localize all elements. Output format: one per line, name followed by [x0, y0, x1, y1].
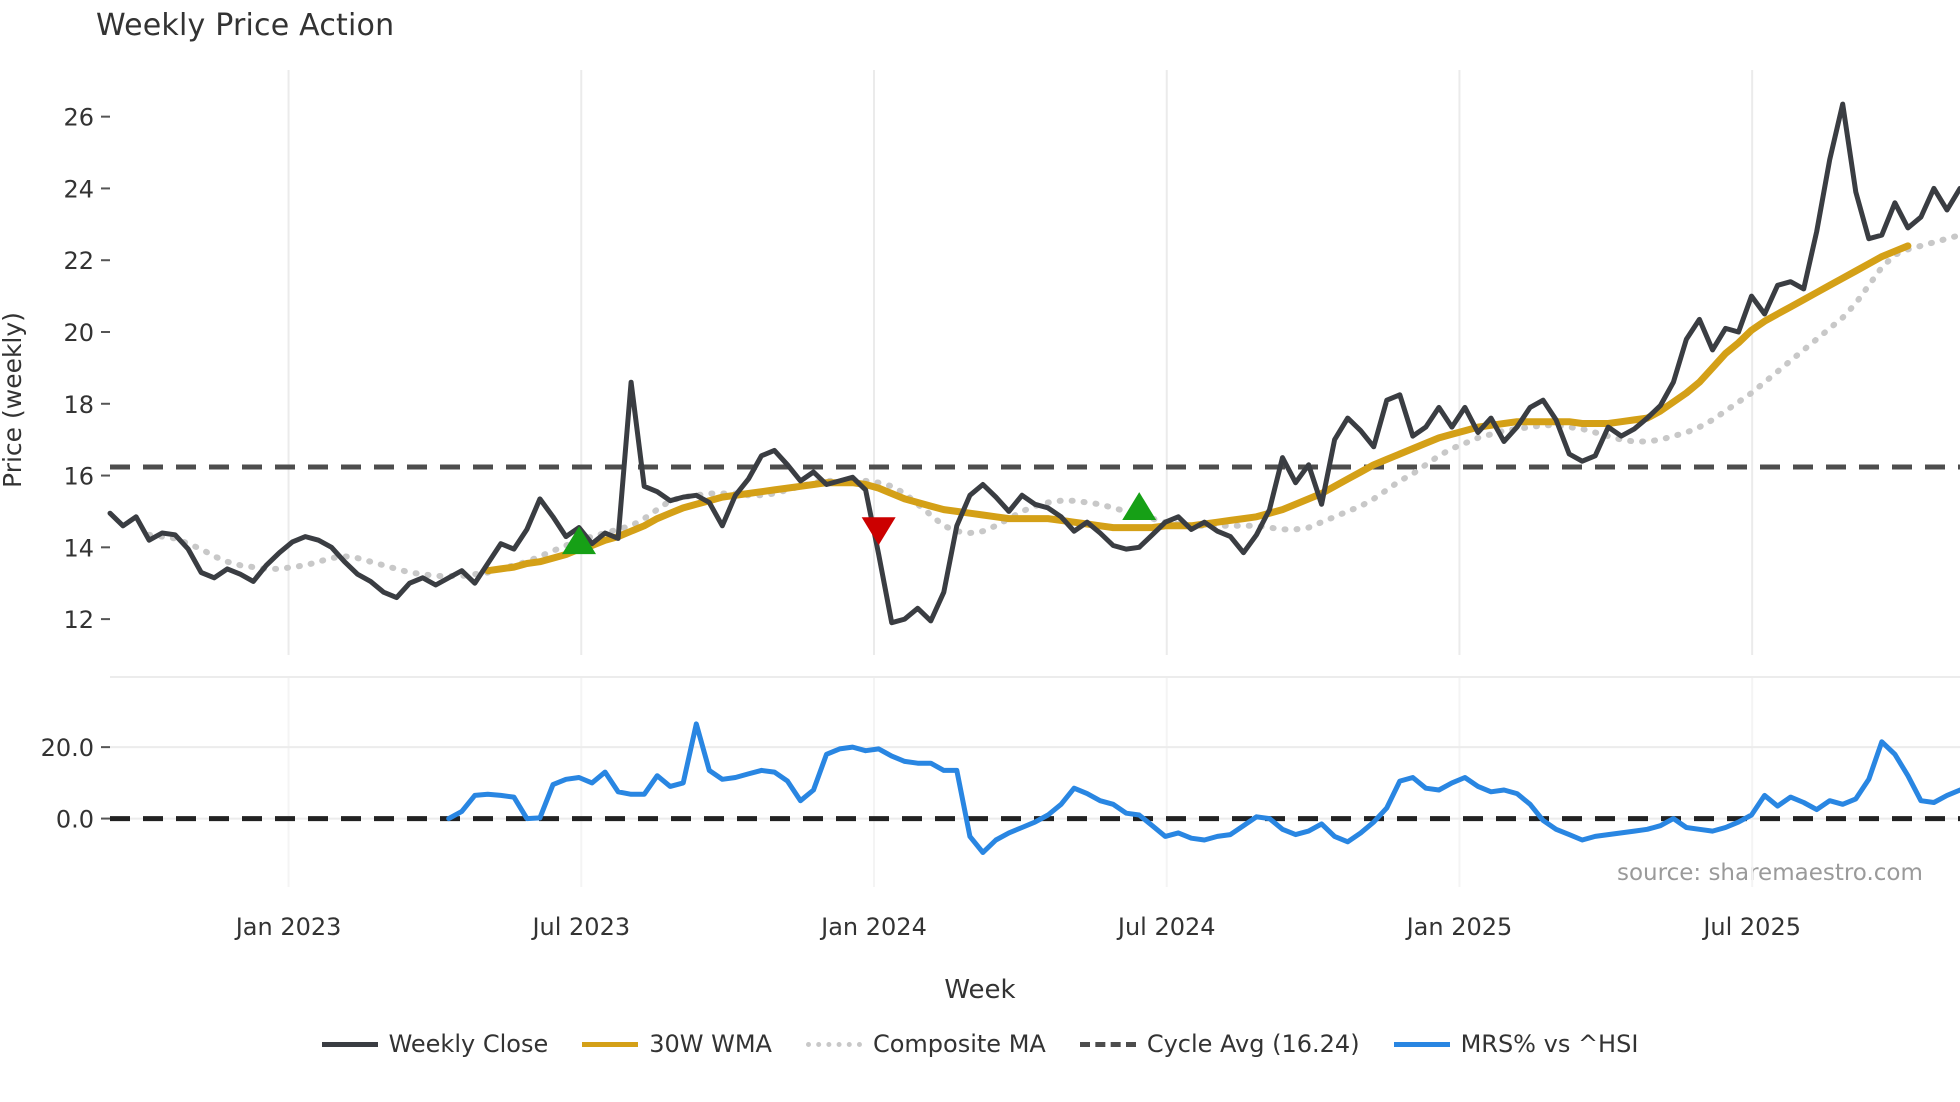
- svg-text:24: 24: [63, 175, 94, 203]
- legend-item-1[interactable]: 30W WMA: [582, 1030, 772, 1058]
- legend-item-2[interactable]: Composite MA: [805, 1030, 1046, 1058]
- legend-item-3[interactable]: Cycle Avg (16.24): [1079, 1030, 1360, 1058]
- legend-label: Composite MA: [872, 1030, 1046, 1058]
- svg-text:0.0: 0.0: [56, 806, 94, 834]
- buy-signal: [1122, 492, 1157, 520]
- legend-label: Weekly Close: [388, 1030, 549, 1058]
- svg-text:14: 14: [63, 534, 94, 562]
- svg-text:18: 18: [63, 391, 94, 419]
- svg-text:Jan 2023: Jan 2023: [234, 913, 342, 941]
- source-attribution: source: sharemaestro.com: [1617, 860, 1923, 886]
- svg-text:20.0: 20.0: [41, 734, 94, 762]
- legend-label: 30W WMA: [649, 1030, 772, 1058]
- svg-text:16: 16: [63, 463, 94, 491]
- legend-label: Cycle Avg (16.24): [1146, 1030, 1360, 1058]
- svg-text:22: 22: [63, 247, 94, 275]
- line-swatch-icon: [1393, 1041, 1450, 1047]
- data-series: [107, 101, 1960, 855]
- line-swatch-icon: [582, 1041, 639, 1047]
- dashed-line-swatch-icon: [1079, 1041, 1136, 1047]
- x-axis-label: Week: [944, 975, 1016, 1005]
- buy-signal: [562, 526, 597, 555]
- chart-title: Weekly Price Action: [96, 8, 395, 43]
- legend-label: MRS% vs ^HSI: [1460, 1030, 1639, 1058]
- svg-text:Jan 2025: Jan 2025: [1405, 913, 1513, 941]
- y-axis-ticks: 12 14 16 18 20 22 24 26 0.0 20.0: [41, 104, 110, 834]
- dotted-line-swatch-icon: [805, 1041, 862, 1047]
- svg-text:Jul 2024: Jul 2024: [1116, 913, 1216, 941]
- svg-text:20: 20: [63, 319, 94, 347]
- svg-text:Jul 2023: Jul 2023: [530, 913, 630, 941]
- legend-item-4[interactable]: MRS% vs ^HSI: [1393, 1030, 1639, 1058]
- x-axis-ticks: Jan 2023 Jul 2023 Jan 2024 Jul 2024 Jan 2025…: [234, 913, 1801, 941]
- legend-item-0[interactable]: Weekly Close: [321, 1030, 549, 1058]
- svg-text:12: 12: [63, 606, 94, 634]
- gridlines: [110, 70, 1960, 887]
- svg-text:Jan 2024: Jan 2024: [819, 913, 927, 941]
- signal-markers: [562, 492, 1157, 555]
- chart-legend: Weekly Close 30W WMA Composite MA Cycle Avg…: [0, 1030, 1960, 1058]
- line-swatch-icon: [321, 1041, 378, 1047]
- svg-text:Jul 2025: Jul 2025: [1701, 913, 1801, 941]
- sell-signal: [861, 517, 896, 546]
- svg-text:26: 26: [63, 104, 94, 132]
